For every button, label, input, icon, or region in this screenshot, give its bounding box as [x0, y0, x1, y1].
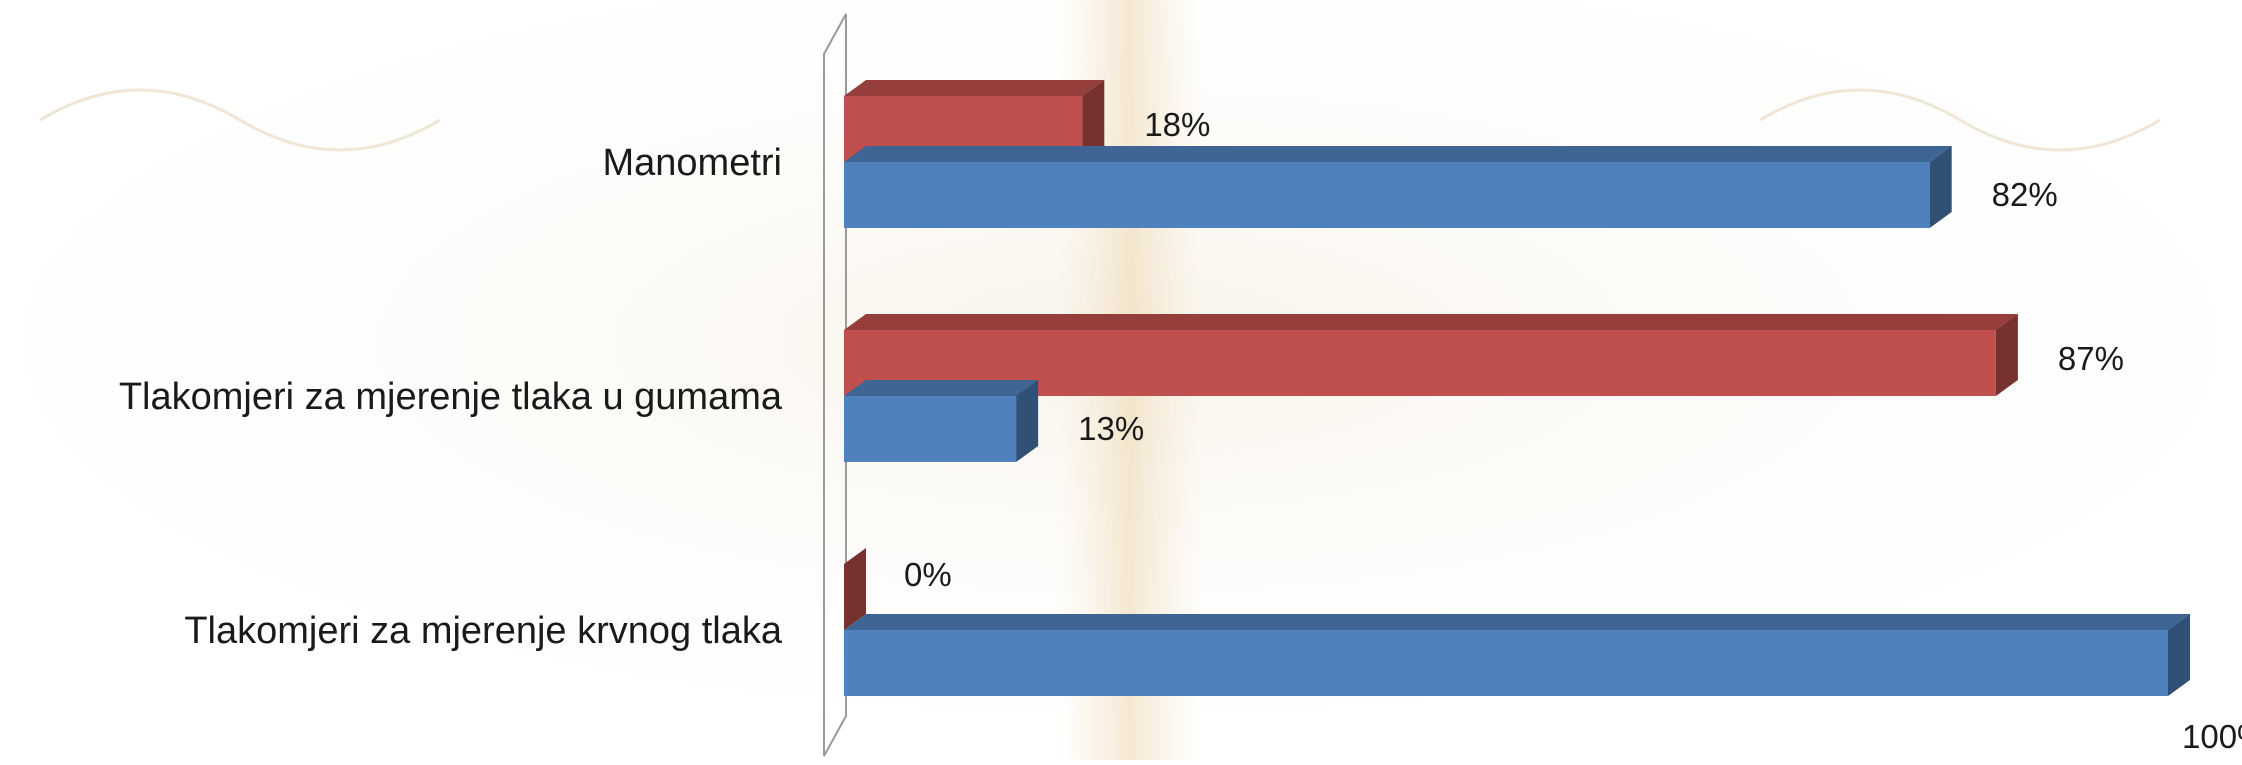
data-label: 100% [2182, 718, 2242, 755]
category-label: Manometri [603, 142, 783, 184]
data-label: 0% [904, 556, 952, 593]
bars-group [844, 80, 2190, 696]
bar-side-face [2168, 614, 2190, 696]
bar-side-face [1082, 80, 1105, 162]
bar-top-face [844, 314, 2018, 330]
bar-side-face [1016, 380, 1039, 462]
bar-top-face [844, 380, 1039, 396]
bar-top-face [844, 146, 1952, 162]
bar-front-face [844, 162, 1930, 228]
bar [844, 614, 2190, 696]
axis-wall [823, 13, 847, 757]
bar-front-face [844, 396, 1017, 462]
bar-top-face [844, 80, 1105, 96]
background-scale-arc-right [1759, 88, 2161, 152]
data-label: 13% [1078, 410, 1144, 447]
bar-top-face [844, 614, 2190, 630]
bar-front-face [844, 630, 2168, 696]
bar [844, 380, 1039, 462]
axis-wall-outline [823, 13, 847, 757]
data-label: 87% [2058, 340, 2124, 377]
bar-side-face [844, 548, 866, 630]
category-label: Tlakomjeri za mjerenje krvnog tlaka [184, 610, 783, 652]
bar-side-face [1929, 146, 1952, 228]
bar [844, 146, 1952, 228]
background-scale-arc-left [39, 88, 441, 152]
data-labels: 18% 82% 87% 13% 0% 100% [904, 106, 2242, 755]
category-label: Tlakomjeri za mjerenje tlaka u gumama [119, 376, 783, 418]
data-label: 82% [1992, 176, 2058, 213]
bar-side-face [1995, 314, 2018, 396]
data-label: 18% [1144, 106, 1210, 143]
bar [844, 548, 866, 630]
category-labels: Manometri Tlakomjeri za mjerenje tlaka u … [119, 142, 783, 652]
